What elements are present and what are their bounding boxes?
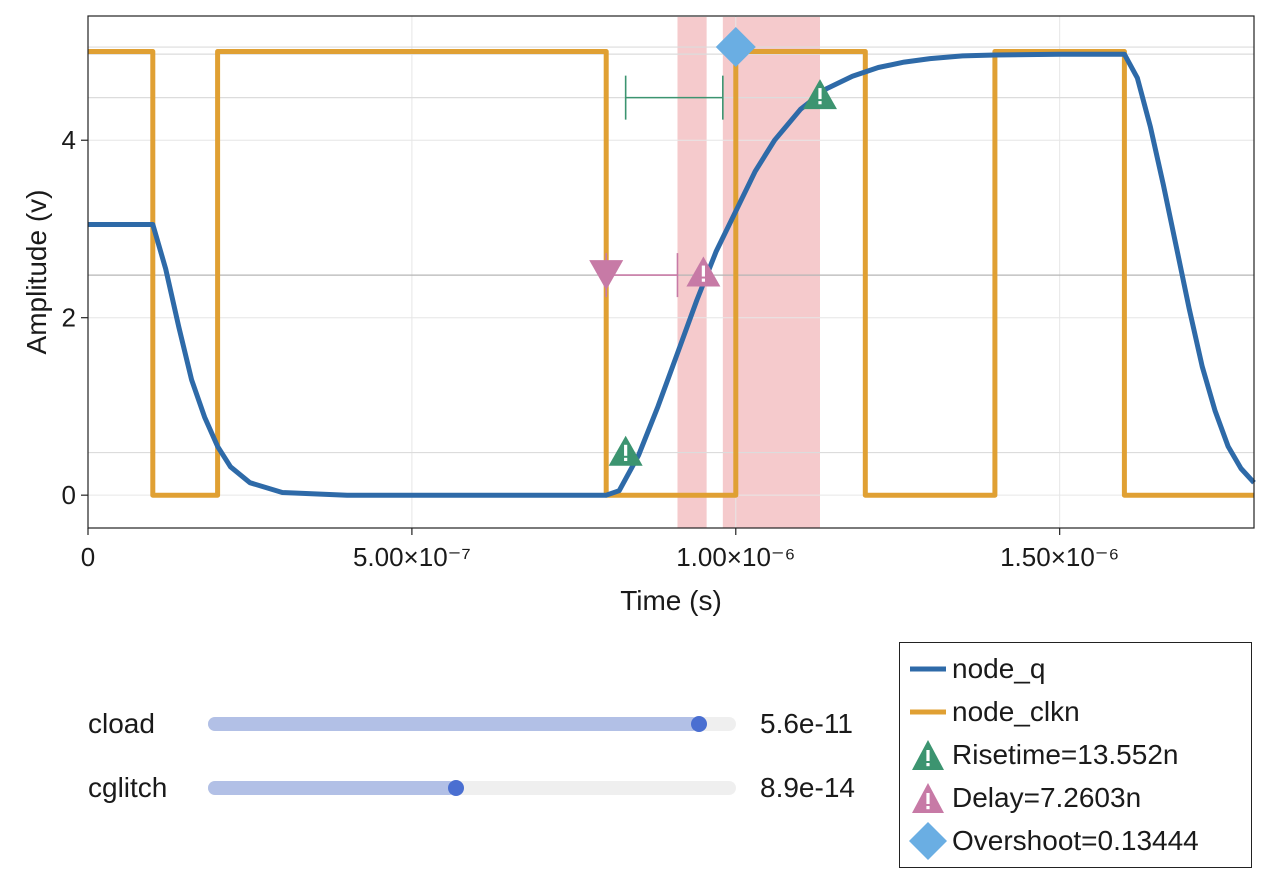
measurement-markers [589,27,837,466]
legend-symbol-warn-triangle [912,740,944,770]
y-tick-label-2: 4 [62,125,76,155]
slider-label-cload: cload [88,708,155,739]
plot-frame [87,15,1255,529]
slider-value-cglitch: 8.9e-14 [760,772,855,803]
series-line-node_clkn [88,49,1254,498]
cglitch-slider-handle[interactable] [448,780,465,796]
marker-0-1-bang-dot [818,101,822,105]
interval-bar-0 [624,75,724,120]
legend-entry-3: Delay=7.2603n [908,778,1248,818]
legend-entry-0: node_q [908,649,1248,689]
marker-0-0-bang-stem [624,444,628,456]
legend-label: node_clkn [952,696,1080,727]
marker-2-0 [715,27,756,68]
marker-0-0 [608,435,643,466]
shaded-regions [677,17,820,528]
interval-bar-1 [605,253,679,298]
y-tick-label-0: 0 [62,480,76,510]
marker-1-0-shape [589,260,624,291]
grid [87,16,1254,528]
legend-symbol-diamond [909,822,947,860]
slider-cload: cload 5.6e-11 [88,704,888,744]
y-tick-label-1: 2 [62,303,76,333]
legend-label: Overshoot=0.13444 [952,825,1199,856]
slider-value-cload: 5.6e-11 [760,708,853,739]
legend-symbol-line [910,709,946,715]
cload-slider-track[interactable] [208,716,736,732]
marker-0-1 [802,79,837,110]
series-lines [88,49,1256,498]
legend-symbol-warn-triangle [912,783,944,813]
marker-1-1-bang-stem [701,265,705,277]
series-line-node_q [88,51,1256,498]
legend-entry-1: node_clkn [908,692,1248,732]
y-axis-label: Amplitude (v) [21,190,52,355]
x-axis-label: Time (s) [620,585,722,616]
axis-ticks: 0 5.00×10⁻⁷ 1.00×10⁻⁶ 1.50×10⁻⁶ 0 2 4 [62,125,1120,572]
legend-entry-4: Overshoot=0.13444 [908,821,1248,861]
cload-slider-fill [208,717,700,731]
legend-label: node_q [952,653,1046,684]
marker-1-1-bang-dot [701,278,705,282]
slider-cglitch: cglitch 8.9e-14 [88,768,888,808]
x-tick-label-0: 0 [81,542,95,572]
marker-0-0-bang-dot [624,457,628,462]
x-tick-label-1: 5.00×10⁻⁷ [353,542,471,572]
x-tick-label-2: 1.00×10⁻⁶ [676,542,795,572]
cload-slider-handle[interactable] [691,716,708,732]
shaded-region-1 [722,17,820,528]
waveform-plot: 0 5.00×10⁻⁷ 1.00×10⁻⁶ 1.50×10⁻⁶ 0 2 4 Time (s)… [21,15,1256,616]
legend-label: Risetime=13.552n [952,739,1179,770]
legend-label: Delay=7.2603n [952,782,1142,813]
cglitch-slider-track[interactable] [208,780,736,796]
marker-0-1-bang-stem [818,88,822,100]
slider-label-cglitch: cglitch [88,772,168,803]
legend: node_q node_clkn Risetime=13.552n Delay=7.2… [899,642,1252,868]
reference-lines [88,46,1254,454]
marker-1-1 [686,256,721,287]
x-tick-label-3: 1.50×10⁻⁶ [1000,542,1119,572]
cglitch-slider-fill [208,781,457,795]
marker-1-0 [589,260,624,291]
legend-symbol-line [910,666,946,672]
legend-entry-2: Risetime=13.552n [908,735,1248,775]
